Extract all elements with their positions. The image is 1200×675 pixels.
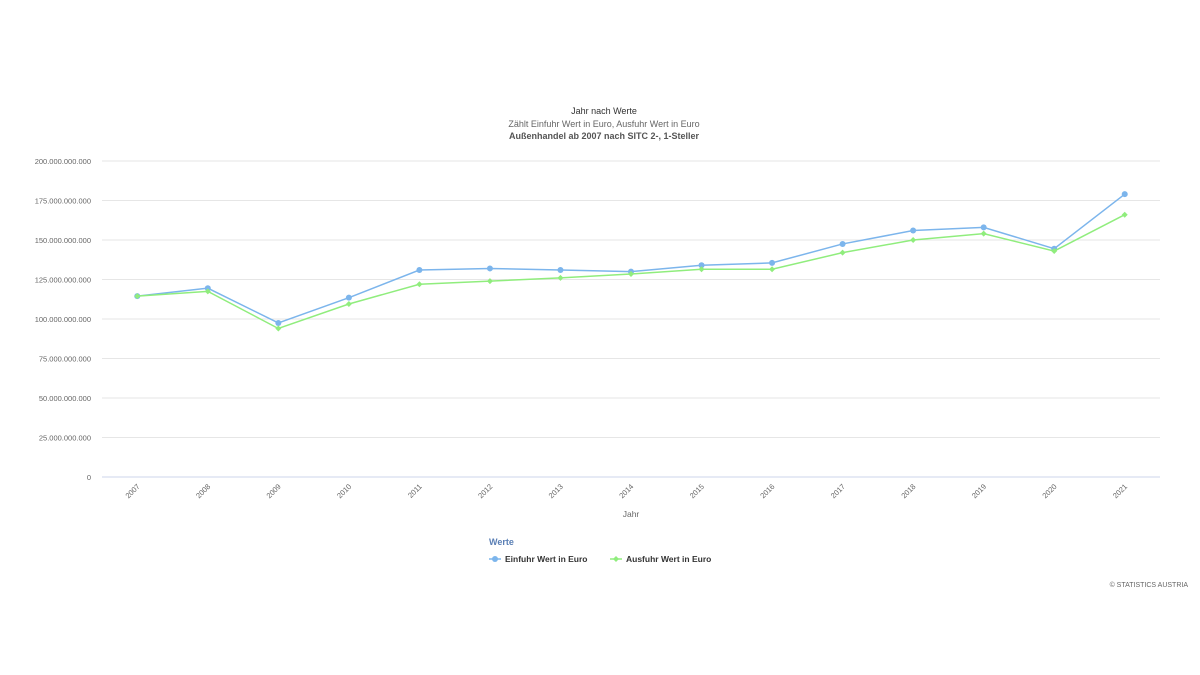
y-tick-label: 0 [87, 473, 91, 482]
legend-marker-einfuhr [492, 556, 498, 562]
series-einfuhr [134, 191, 1128, 326]
x-tick-label: 2011 [406, 482, 424, 500]
y-axis-tick-labels: 0 25.000.000.000 50.000.000.000 75.000.000.… [35, 157, 91, 482]
x-tick-label: 2020 [1040, 482, 1058, 500]
data-point[interactable] [769, 266, 776, 273]
x-tick-label: 2013 [547, 482, 565, 500]
data-point[interactable] [980, 230, 987, 237]
data-point[interactable] [486, 265, 493, 272]
data-point[interactable] [275, 319, 282, 326]
x-tick-label: 2008 [194, 482, 212, 500]
data-point[interactable] [557, 274, 564, 281]
data-point[interactable] [839, 249, 846, 256]
data-point[interactable] [1121, 191, 1128, 198]
series-container [134, 191, 1128, 332]
data-point[interactable] [345, 294, 352, 301]
data-point[interactable] [839, 240, 846, 247]
chart-title: Jahr nach Werte [571, 106, 637, 116]
data-point[interactable] [275, 325, 282, 332]
data-point[interactable] [416, 281, 423, 288]
data-point[interactable] [345, 300, 352, 307]
data-point[interactable] [1121, 211, 1128, 218]
data-point[interactable] [980, 224, 987, 231]
x-tick-label: 2017 [829, 482, 847, 500]
legend-label-ausfuhr: Ausfuhr Wert in Euro [626, 554, 711, 564]
y-gridlines [102, 160, 1160, 438]
data-point[interactable] [628, 270, 634, 277]
x-tick-label: 2018 [899, 482, 917, 500]
data-point[interactable] [416, 267, 423, 274]
y-tick-label: 175.000.000.000 [35, 197, 91, 206]
x-tick-label: 2021 [1111, 482, 1129, 500]
x-tick-label: 2016 [758, 482, 776, 500]
chart-subtitle-secondary: Außenhandel ab 2007 nach SITC 2-, 1-Stel… [509, 131, 700, 141]
x-tick-label: 2015 [688, 482, 706, 500]
chart-subtitle: Zählt Einfuhr Wert in Euro, Ausfuhr Wert… [508, 119, 699, 129]
y-tick-label: 75.000.000.000 [39, 355, 91, 364]
data-point[interactable] [910, 237, 917, 243]
legend-marker-ausfuhr [613, 556, 619, 562]
credit-text[interactable]: © STATISTICS AUSTRIA [1110, 581, 1189, 589]
y-tick-label: 150.000.000.000 [35, 236, 91, 245]
x-axis-tick-labels: 2007 2008 2009 2010 2011 2012 2013 2014 2015 2016… [124, 482, 1130, 500]
data-point[interactable] [910, 227, 917, 234]
data-point[interactable] [486, 278, 493, 285]
legend-item-einfuhr[interactable]: Einfuhr Wert in Euro [489, 554, 587, 564]
x-tick-label: 2009 [265, 482, 283, 500]
x-tick-label: 2007 [124, 482, 142, 500]
y-tick-label: 50.000.000.000 [39, 394, 91, 403]
data-point[interactable] [204, 285, 211, 292]
x-tick-label: 2012 [476, 482, 494, 500]
x-tick-label: 2010 [335, 482, 353, 500]
y-tick-label: 100.000.000.000 [35, 315, 91, 324]
data-point[interactable] [698, 266, 705, 273]
series-ausfuhr [134, 211, 1128, 332]
data-point[interactable] [557, 267, 564, 274]
y-tick-label: 200.000.000.000 [35, 157, 91, 166]
data-point[interactable] [1051, 248, 1058, 255]
y-tick-label: 25.000.000.000 [39, 434, 91, 443]
legend-item-ausfuhr[interactable]: Ausfuhr Wert in Euro [610, 554, 711, 564]
data-point[interactable] [134, 293, 141, 300]
data-point[interactable] [698, 262, 705, 269]
y-tick-label: 125.000.000.000 [35, 276, 91, 285]
data-point[interactable] [204, 288, 211, 295]
data-point[interactable] [769, 259, 776, 266]
legend-label-einfuhr: Einfuhr Wert in Euro [505, 554, 587, 564]
legend-title: Werte [489, 537, 514, 547]
x-tick-label: 2019 [970, 482, 988, 500]
x-tick-label: 2014 [617, 482, 635, 500]
series-line [137, 193, 1126, 324]
x-axis-title: Jahr [623, 509, 640, 519]
